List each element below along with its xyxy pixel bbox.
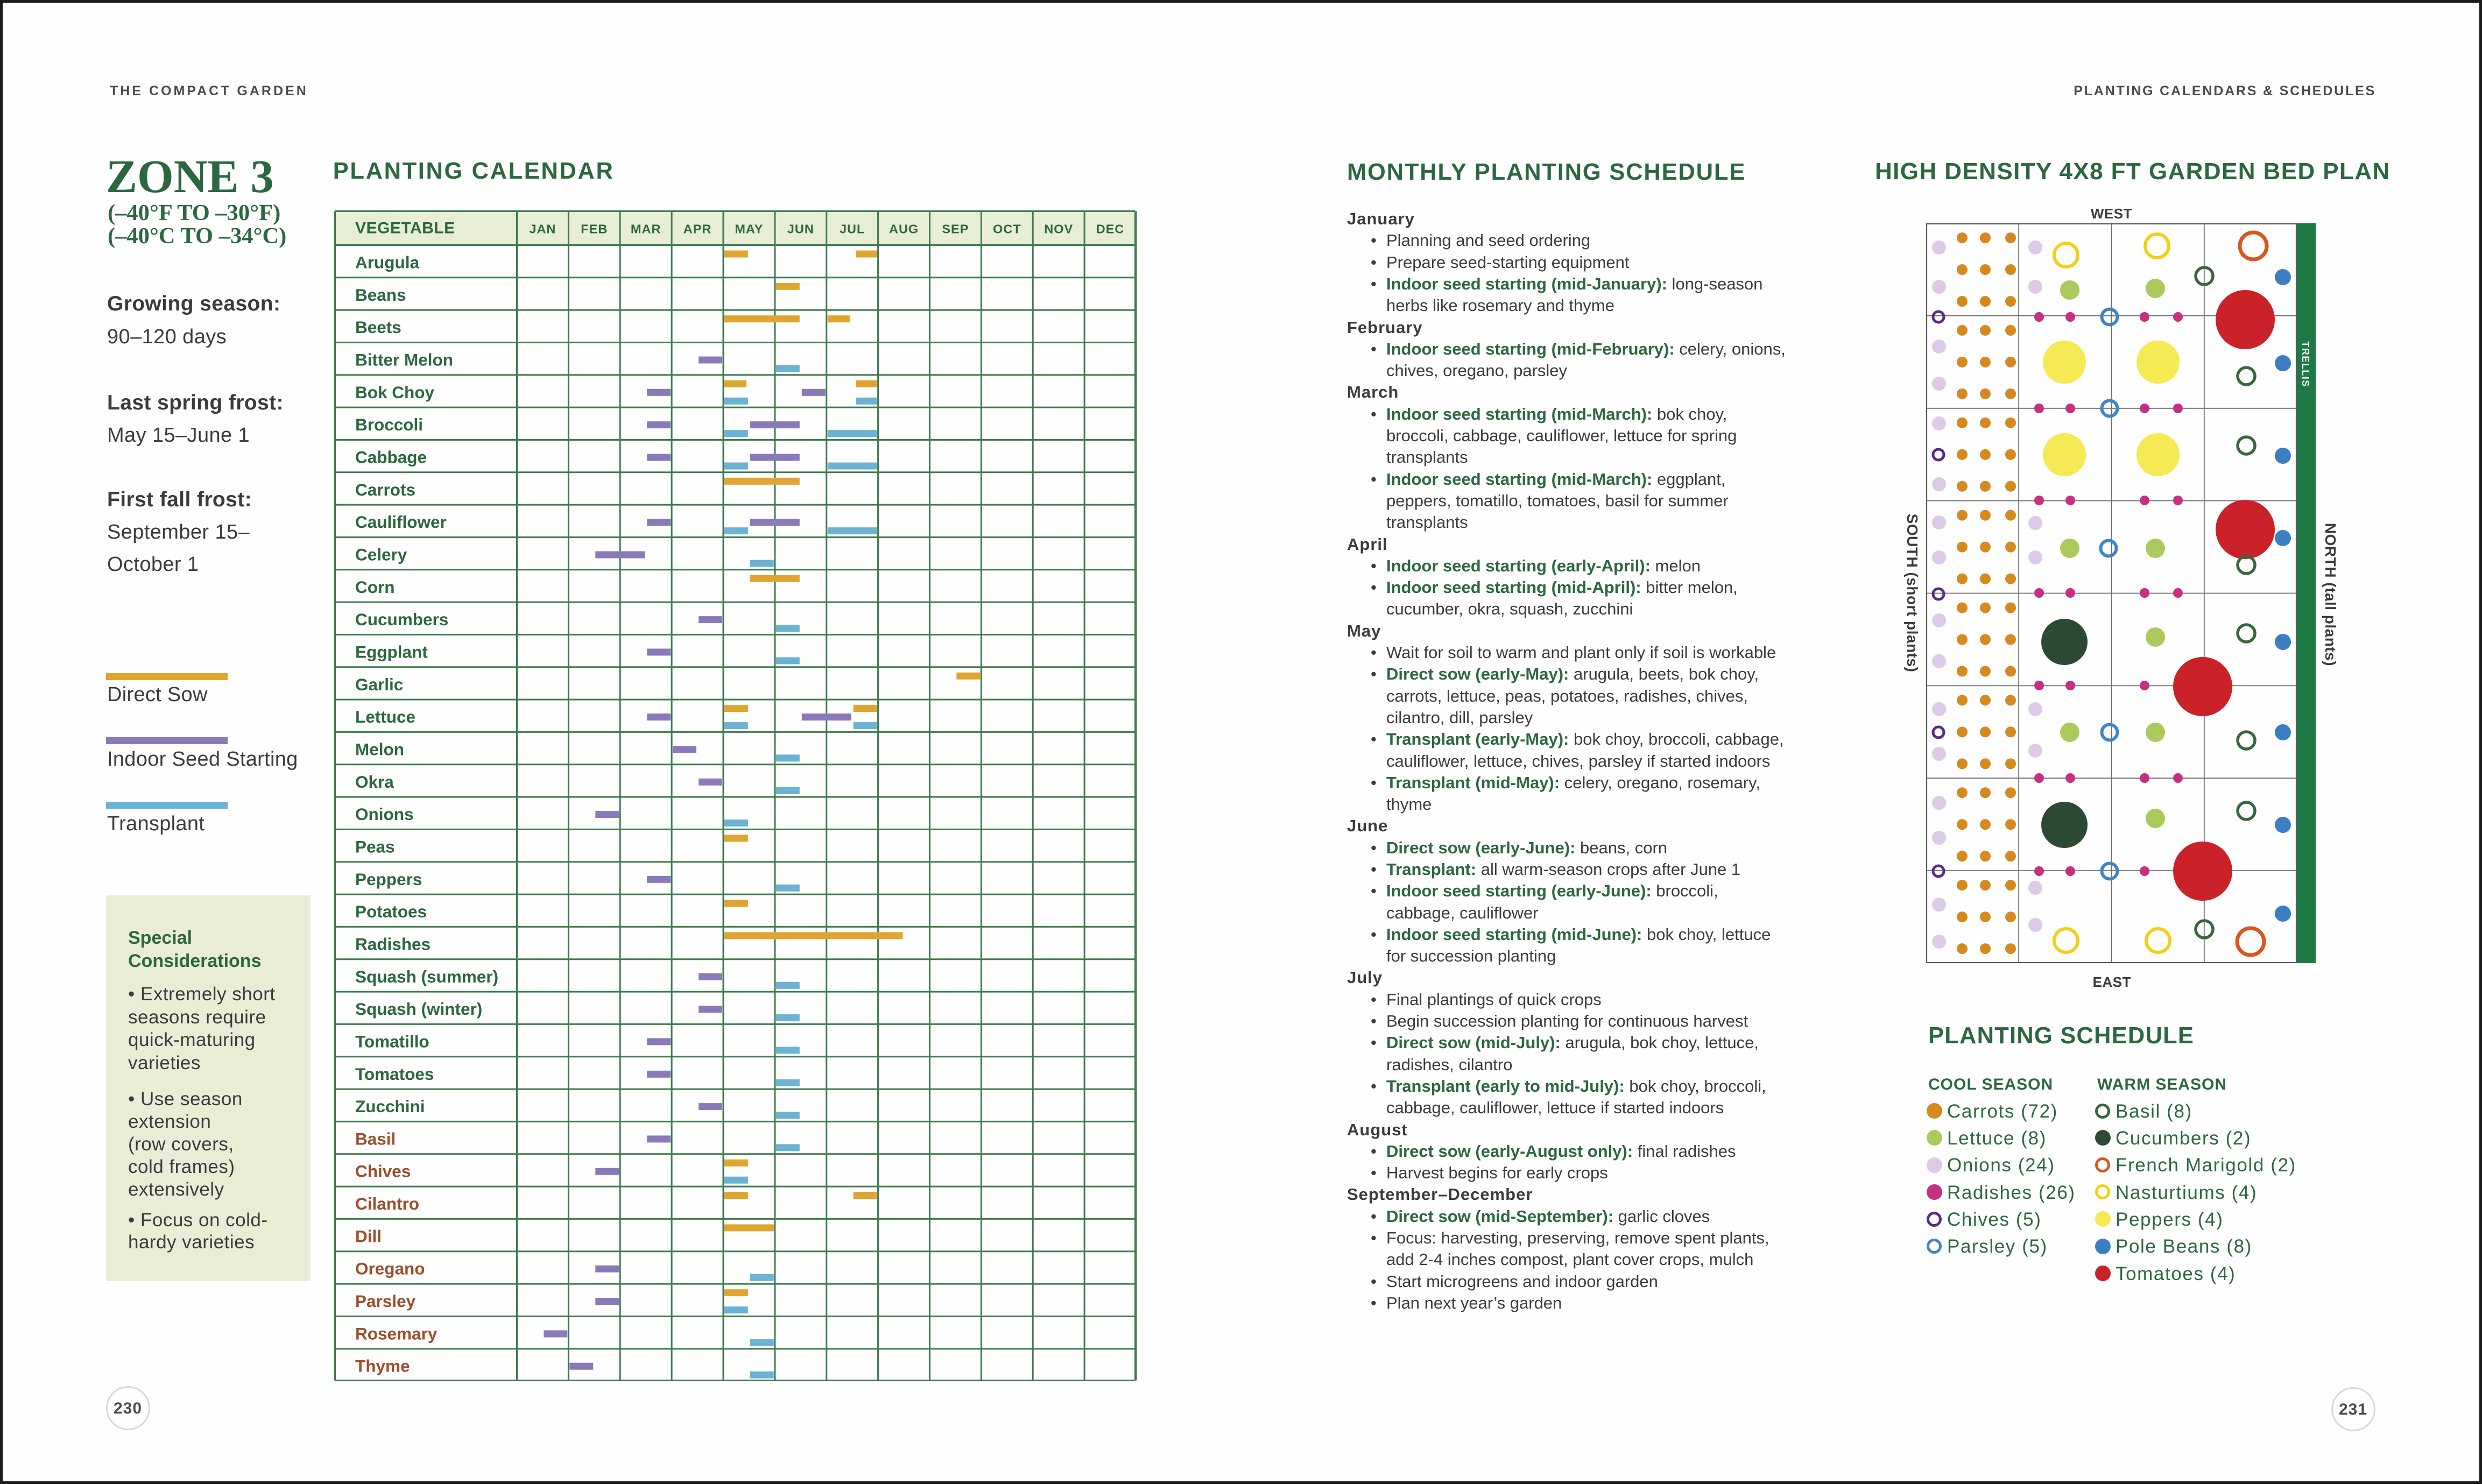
svg-text:Squash (winter): Squash (winter) xyxy=(355,999,482,1019)
svg-text:MAY: MAY xyxy=(735,222,763,236)
svg-text:JUN: JUN xyxy=(787,222,814,236)
svg-text:Onions: Onions xyxy=(355,804,414,824)
svg-text:Cauliflower: Cauliflower xyxy=(355,512,447,532)
svg-text:Peas: Peas xyxy=(355,837,395,856)
svg-text:Broccoli: Broccoli xyxy=(355,415,423,434)
svg-text:AUG: AUG xyxy=(889,222,919,236)
svg-text:JUL: JUL xyxy=(840,222,865,236)
svg-text:NOV: NOV xyxy=(1044,222,1073,236)
svg-text:Potatoes: Potatoes xyxy=(355,902,427,921)
svg-text:Dill: Dill xyxy=(355,1226,382,1246)
svg-text:VEGETABLE: VEGETABLE xyxy=(355,220,455,237)
svg-text:Arugula: Arugula xyxy=(355,253,419,272)
svg-text:OCT: OCT xyxy=(993,222,1021,236)
svg-text:Tomatillo: Tomatillo xyxy=(355,1031,429,1051)
svg-text:TRELLIS: TRELLIS xyxy=(2300,341,2311,387)
svg-text:Bitter Melon: Bitter Melon xyxy=(355,350,453,370)
svg-text:Cabbage: Cabbage xyxy=(355,448,427,467)
svg-text:FEB: FEB xyxy=(581,222,608,236)
svg-text:MAR: MAR xyxy=(631,222,661,236)
svg-text:Thyme: Thyme xyxy=(355,1356,410,1376)
svg-text:Parsley: Parsley xyxy=(355,1291,416,1311)
svg-text:JAN: JAN xyxy=(529,222,556,236)
svg-text:SEP: SEP xyxy=(942,222,969,236)
svg-text:Melon: Melon xyxy=(355,739,404,759)
svg-text:Cilantro: Cilantro xyxy=(355,1194,419,1213)
svg-text:Peppers: Peppers xyxy=(355,870,422,889)
svg-text:Basil: Basil xyxy=(355,1129,396,1148)
svg-text:DEC: DEC xyxy=(1096,222,1125,236)
svg-text:Celery: Celery xyxy=(355,545,407,564)
svg-text:Bok Choy: Bok Choy xyxy=(355,383,434,402)
svg-text:Oregano: Oregano xyxy=(355,1259,425,1278)
svg-text:Carrots: Carrots xyxy=(355,480,415,499)
svg-text:Cucumbers: Cucumbers xyxy=(355,610,448,629)
svg-text:Lettuce: Lettuce xyxy=(355,707,415,726)
svg-text:Chives: Chives xyxy=(355,1162,411,1181)
svg-text:Beans: Beans xyxy=(355,285,406,305)
svg-text:Corn: Corn xyxy=(355,577,395,597)
svg-text:Squash (summer): Squash (summer) xyxy=(355,967,498,986)
svg-text:Okra: Okra xyxy=(355,772,394,792)
svg-text:Zucchini: Zucchini xyxy=(355,1097,425,1116)
svg-text:Garlic: Garlic xyxy=(355,675,403,694)
svg-text:Radishes: Radishes xyxy=(355,934,431,953)
svg-text:Eggplant: Eggplant xyxy=(355,642,428,662)
svg-text:Beets: Beets xyxy=(355,317,401,337)
svg-text:APR: APR xyxy=(683,222,712,236)
svg-text:Tomatoes: Tomatoes xyxy=(355,1064,434,1084)
svg-text:Rosemary: Rosemary xyxy=(355,1324,438,1343)
